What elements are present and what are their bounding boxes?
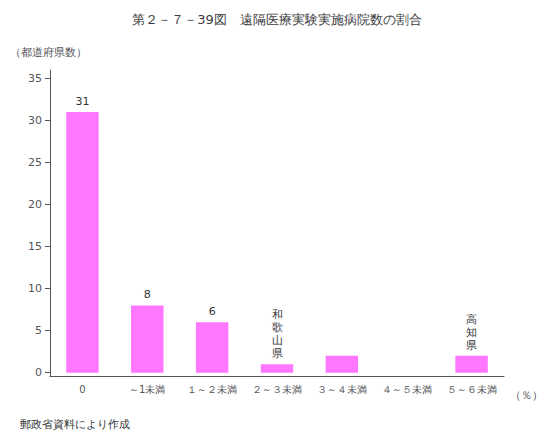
svg-text:歌: 歌 xyxy=(272,321,283,334)
svg-text:0: 0 xyxy=(35,366,42,379)
svg-text:山: 山 xyxy=(272,334,283,347)
svg-text:高: 高 xyxy=(466,313,477,326)
svg-text:１～２未満: １～２未満 xyxy=(187,384,237,395)
svg-text:和: 和 xyxy=(272,308,283,321)
svg-text:４～５未満: ４～５未満 xyxy=(382,384,432,395)
svg-text:25: 25 xyxy=(28,156,42,169)
svg-text:５～６未満: ５～６未満 xyxy=(447,384,497,395)
svg-text:5: 5 xyxy=(35,324,42,337)
svg-text:（都道府県数）: （都道府県数） xyxy=(10,46,87,59)
svg-text:15: 15 xyxy=(28,240,42,253)
svg-text:35: 35 xyxy=(28,72,42,85)
svg-text:郵政省資料により作成: 郵政省資料により作成 xyxy=(20,418,130,431)
svg-text:31: 31 xyxy=(75,95,89,108)
svg-text:３～４未満: ３～４未満 xyxy=(317,384,367,395)
svg-text:10: 10 xyxy=(28,282,42,295)
svg-text:２～３未満: ２～３未満 xyxy=(252,384,302,395)
svg-text:（％）: （％） xyxy=(510,389,543,402)
svg-text:知: 知 xyxy=(466,326,477,339)
svg-text:6: 6 xyxy=(209,305,216,318)
svg-text:30: 30 xyxy=(28,114,42,127)
svg-text:県: 県 xyxy=(272,347,283,360)
svg-text:県: 県 xyxy=(466,339,477,352)
svg-text:0: 0 xyxy=(79,384,85,395)
svg-text:20: 20 xyxy=(28,198,42,211)
svg-text:第２－７－39図 遠隔医療実験実施病院数の割合: 第２－７－39図 遠隔医療実験実施病院数の割合 xyxy=(132,12,422,27)
svg-text:～1未満: ～1未満 xyxy=(129,384,165,395)
svg-text:8: 8 xyxy=(144,288,151,301)
